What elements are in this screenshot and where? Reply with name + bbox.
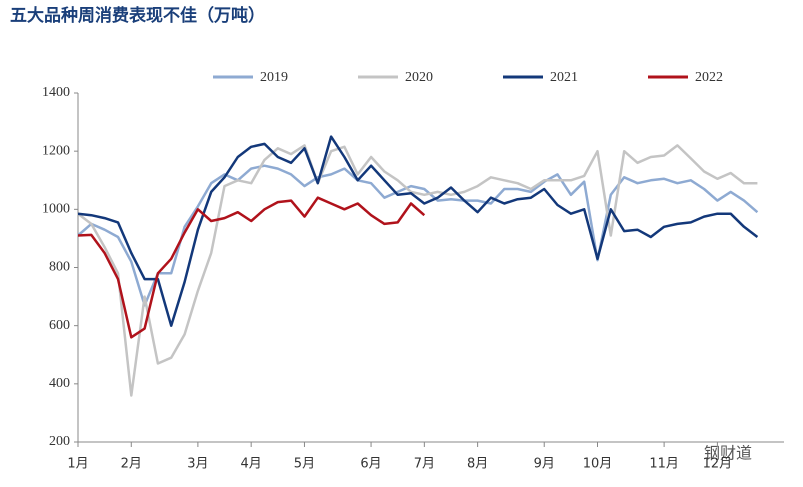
x-tick-label: 7月 xyxy=(414,457,435,472)
chart-title: 五大品种周消费表现不佳（万吨） xyxy=(10,5,265,25)
watermark: 钢财道 xyxy=(704,444,752,463)
x-tick-label: 11月 xyxy=(649,457,679,472)
series-line xyxy=(77,196,426,339)
legend-label: 2019 xyxy=(260,70,288,85)
y-tick-label: 1000 xyxy=(42,202,70,217)
x-tick-label: 9月 xyxy=(534,457,555,472)
legend-label: 2020 xyxy=(405,70,433,85)
legend-label: 2022 xyxy=(695,70,723,85)
series-line xyxy=(77,135,759,327)
legend-label: 2021 xyxy=(550,70,578,85)
x-tick-label: 4月 xyxy=(241,457,262,472)
x-tick-label: 3月 xyxy=(187,457,208,472)
x-tick-label: 10月 xyxy=(583,457,613,472)
x-tick-label: 5月 xyxy=(294,457,315,472)
x-tick-label: 2月 xyxy=(121,457,142,472)
y-tick-label: 200 xyxy=(49,434,70,449)
series-line xyxy=(77,164,759,307)
y-tick-label: 600 xyxy=(49,318,70,333)
y-tick-label: 1400 xyxy=(42,85,70,100)
series-line xyxy=(77,144,758,397)
x-tick-label: 1月 xyxy=(67,457,88,472)
x-tick-label: 6月 xyxy=(360,457,381,472)
x-tick-label: 12月 xyxy=(703,457,733,472)
y-tick-label: 400 xyxy=(49,376,70,391)
y-tick-label: 1200 xyxy=(42,143,70,158)
y-tick-label: 800 xyxy=(49,260,70,275)
x-tick-label: 8月 xyxy=(467,457,488,472)
